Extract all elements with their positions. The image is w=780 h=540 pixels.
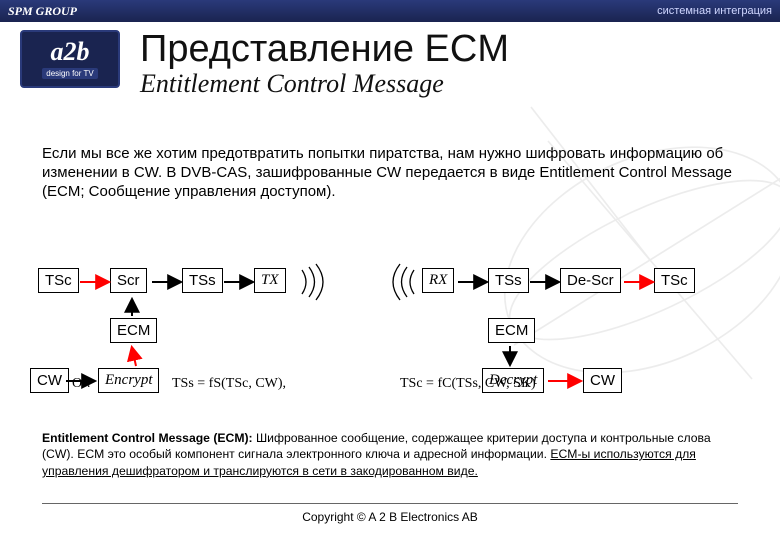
slide-root: SPM GROUP системная интеграция a2b desig… (0, 0, 780, 540)
a2b-logo-sub: design for TV (42, 68, 97, 79)
box-rx: RX (422, 268, 454, 293)
definition-block: Entitlement Control Message (ECM): Шифро… (42, 430, 738, 479)
box-tsc-left: TSc (38, 268, 79, 293)
box-cw-left: CW (30, 368, 69, 393)
intro-paragraph: Если мы все же хотим предотвратить попыт… (42, 144, 738, 202)
box-encrypt: Encrypt (98, 368, 159, 393)
box-tx: TX (254, 268, 286, 293)
page-subtitle: Entitlement Control Message (140, 69, 509, 99)
box-descr: De-Scr (560, 268, 621, 293)
a2b-logo: a2b design for TV (20, 30, 120, 88)
definition-bold: Entitlement Control Message (ECM): (42, 431, 253, 445)
box-tsc-right: TSc (654, 268, 695, 293)
box-tss-right: TSs (488, 268, 529, 293)
tagline-label: системная интеграция (657, 5, 772, 17)
or-label: Or: (72, 376, 91, 392)
box-tss-left: TSs (182, 268, 223, 293)
box-ecm-left: ECM (110, 318, 157, 343)
copyright: Copyright © A 2 B Electronics AB (0, 510, 780, 524)
top-bar: SPM GROUP системная интеграция (0, 0, 780, 22)
footer-rule (42, 503, 738, 504)
formula-right: TSc = fC(TSs, CW, SK) (400, 376, 536, 392)
box-ecm-right: ECM (488, 318, 535, 343)
box-scr: Scr (110, 268, 147, 293)
box-cw-right: CW (583, 368, 622, 393)
brand-label: SPM GROUP (8, 4, 77, 19)
ecm-flow-diagram: TSc Scr TSs TX RX TSs De-Scr TSc ECM ECM… (30, 250, 750, 420)
page-title: Представление ECM (140, 28, 509, 71)
formula-left: TSs = fS(TSc, CW), (172, 376, 286, 392)
title-block: Представление ECM Entitlement Control Me… (140, 28, 509, 99)
a2b-logo-text: a2b (51, 39, 90, 65)
